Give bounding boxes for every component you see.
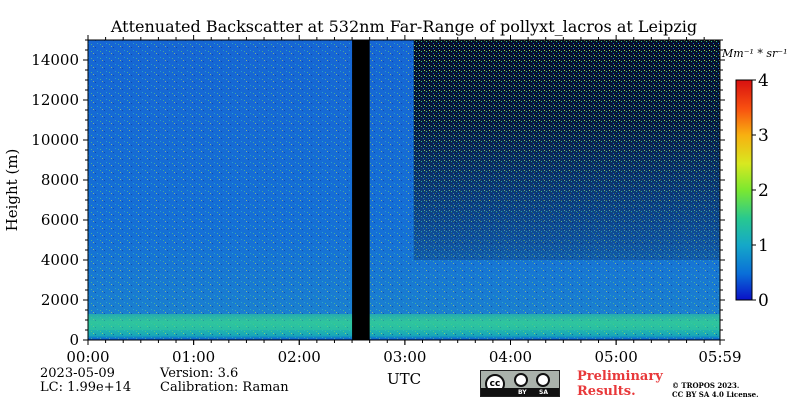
- lc-label: LC: 1.99e+14: [40, 380, 132, 395]
- y-tick-label: 6000: [41, 211, 79, 229]
- tropos-line-2: CC BY SA 4.0 License.: [672, 390, 759, 399]
- noise-region: [413, 40, 720, 260]
- y-tick-label: 2000: [41, 291, 79, 309]
- aerosol-layer: [88, 314, 720, 330]
- y-tick-label: 0: [69, 331, 79, 349]
- cc-badge-bar: [481, 388, 559, 396]
- tropos-line-1: © TROPOS 2023.: [672, 381, 740, 390]
- version-label: Version: 3.6: [160, 366, 239, 381]
- axes: 0 2000 4000 6000 8000 10000 12000 14000 00:00 01:…: [3, 35, 742, 388]
- x-axis-label: UTC: [387, 370, 421, 388]
- x-tick-label: 05:59: [698, 348, 741, 366]
- y-tick-label: 8000: [41, 171, 79, 189]
- by-label: BY: [518, 389, 527, 396]
- x-tick-label: 05:00: [595, 348, 638, 366]
- calibration-label: Calibration: Raman: [160, 380, 289, 395]
- y-tick-label: 10000: [31, 131, 79, 149]
- by-icon: [514, 373, 528, 387]
- cc-license-badge: cc BY SA: [480, 370, 560, 397]
- colorbar-tick-label: 1: [758, 236, 769, 256]
- colorbar: 0 1 2 3 4: [735, 71, 769, 311]
- tropos-copyright: © TROPOS 2023. CC BY SA 4.0 License.: [672, 381, 759, 399]
- sa-icon: [536, 373, 550, 387]
- x-tick-label: 04:00: [489, 348, 532, 366]
- preliminary-line-2: Results.: [577, 384, 636, 399]
- colorbar-gradient: [735, 79, 753, 301]
- plot-area: [88, 40, 720, 340]
- x-tick-label: 03:00: [383, 348, 426, 366]
- sa-label: SA: [539, 389, 548, 396]
- x-tick-label: 00:00: [66, 348, 109, 366]
- no-data-gap: [352, 40, 370, 340]
- y-tick-label: 4000: [41, 251, 79, 269]
- preliminary-results-note: Preliminary Results.: [577, 369, 663, 399]
- x-tick-label: 01:00: [172, 348, 215, 366]
- x-tick-label: 02:00: [278, 348, 321, 366]
- colorbar-tick-label: 0: [758, 291, 769, 311]
- colorbar-unit-label: Mm⁻¹ * sr⁻¹: [722, 47, 788, 60]
- colorbar-tick-label: 2: [758, 181, 769, 201]
- colorbar-tick-label: 3: [758, 126, 769, 146]
- y-tick-label: 14000: [31, 51, 79, 69]
- chart-title: Attenuated Backscatter at 532nm Far-Rang…: [110, 17, 698, 36]
- preliminary-line-1: Preliminary: [577, 369, 663, 384]
- y-axis-label: Height (m): [3, 149, 21, 232]
- date-label: 2023-05-09: [40, 366, 115, 381]
- y-tick-label: 12000: [31, 91, 79, 109]
- colorbar-tick-label: 4: [758, 71, 769, 91]
